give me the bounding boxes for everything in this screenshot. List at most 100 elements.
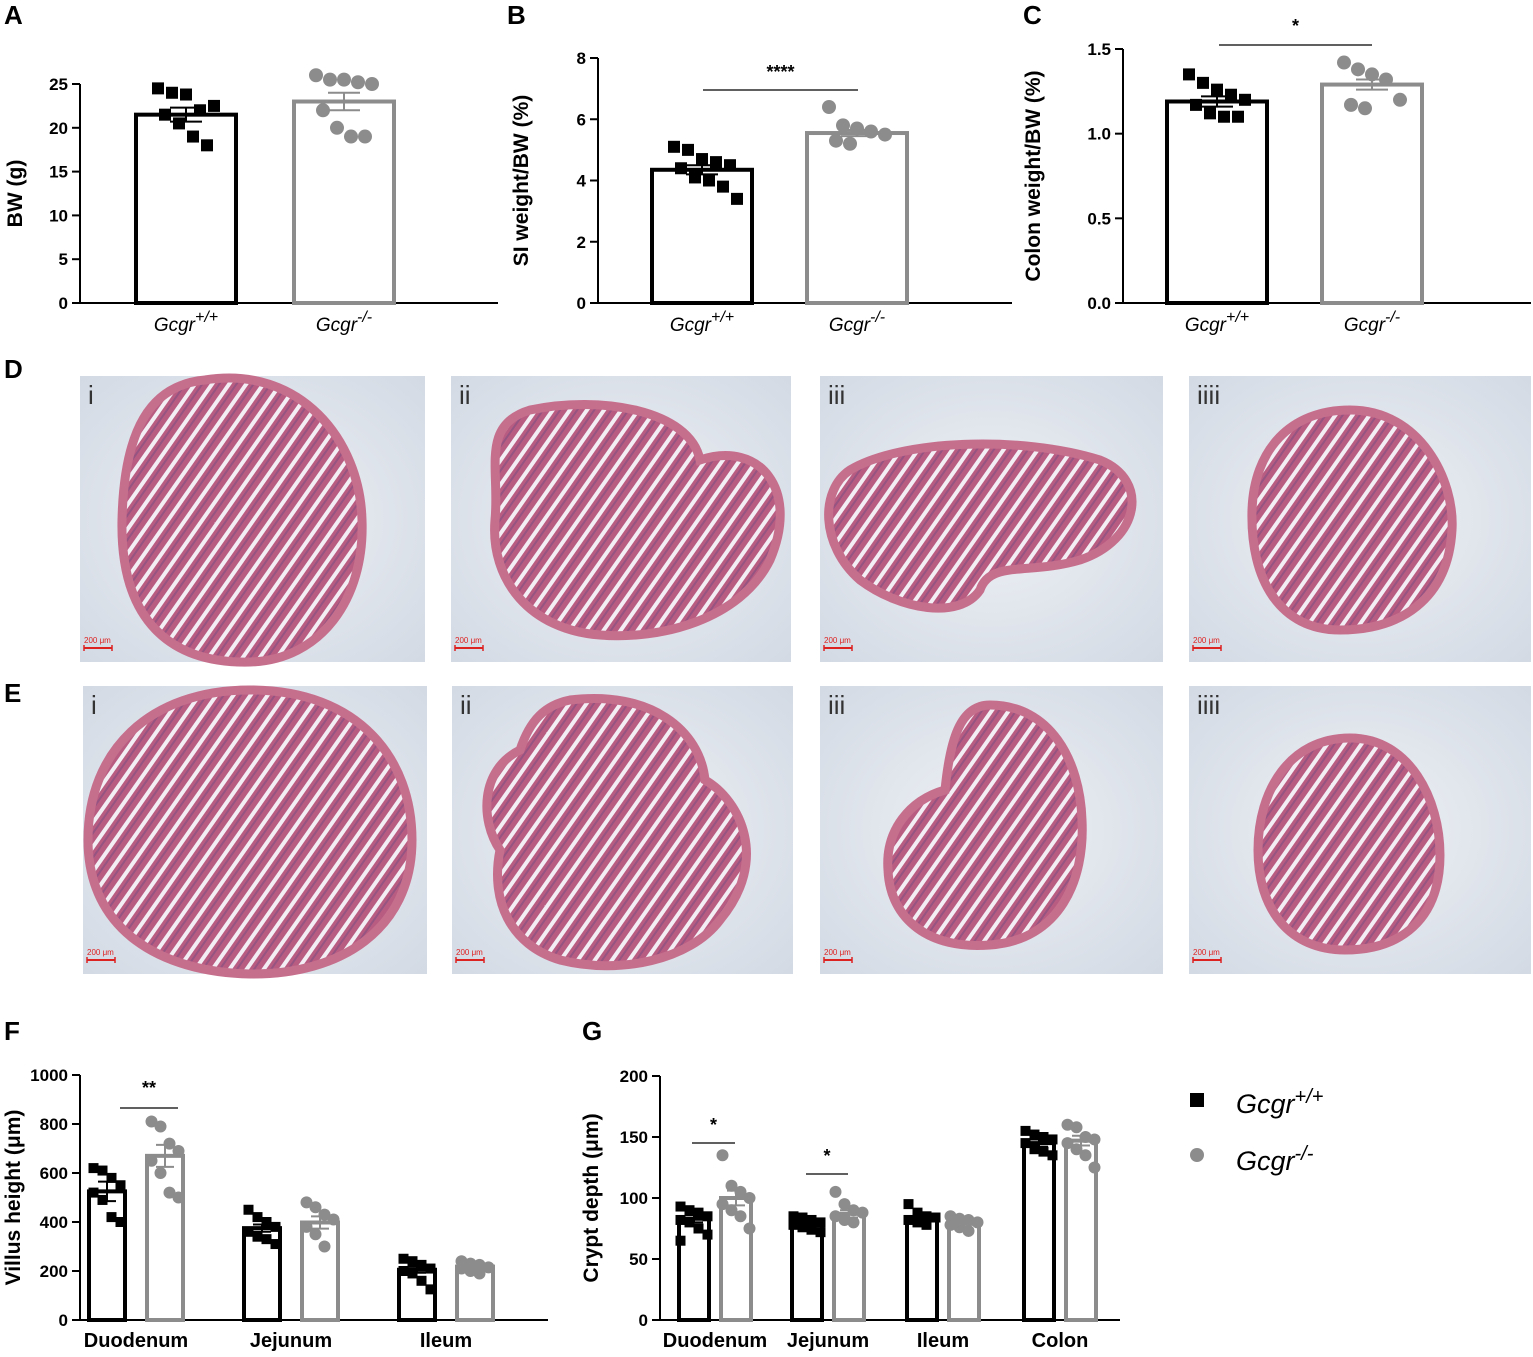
micrograph-label: iiii: [1197, 690, 1220, 720]
data-point-circle: [464, 1265, 477, 1277]
data-point-circle: [163, 1137, 176, 1150]
data-point-circle: [836, 118, 850, 133]
micrograph-panel: iiii 200 μm: [1189, 376, 1531, 662]
data-point-square: [930, 1212, 941, 1223]
data-point-square: [252, 1212, 263, 1223]
y-tick-label: 400: [40, 1213, 68, 1232]
significance-label: *: [710, 1115, 717, 1135]
data-point-square: [682, 143, 694, 156]
micrograph-panel: i 200 μm: [83, 685, 427, 979]
data-point-circle: [455, 1262, 468, 1275]
bar: [1320, 82, 1424, 305]
data-point-circle: [309, 1201, 322, 1214]
micrograph-label: iiii: [1197, 380, 1220, 410]
micrograph-panel: iii 200 μm: [820, 686, 1163, 974]
data-point-circle: [944, 1218, 957, 1231]
data-point-circle: [1061, 1118, 1074, 1131]
data-point-circle: [1070, 1121, 1083, 1134]
data-point-circle: [1088, 1133, 1101, 1146]
data-point-square: [1047, 1150, 1058, 1161]
data-point-square: [88, 1187, 99, 1198]
x-tick-label: Jejunum: [787, 1330, 869, 1352]
panel-letter-d: D: [4, 354, 23, 384]
tissue-section: [1253, 733, 1445, 955]
panel-letter-c: C: [1023, 0, 1042, 30]
data-point-circle: [318, 1240, 331, 1253]
data-point-circle: [829, 133, 843, 148]
x-tick-label: Ileum: [420, 1330, 472, 1352]
data-point-circle: [300, 1220, 313, 1233]
legend-marker-square: [1190, 1093, 1204, 1107]
data-point-square: [710, 156, 722, 169]
data-point-square: [166, 86, 178, 99]
data-point-circle: [473, 1267, 486, 1280]
data-point-square: [806, 1224, 817, 1235]
data-point-square: [97, 1165, 108, 1176]
chart-villus-height: 0 200 400 600 800 1000 Villus height (μm) Duode…: [2, 1066, 548, 1352]
y-tick-label: 0: [59, 1311, 68, 1330]
legend-label-ko: Gcgr-/-: [1236, 1143, 1314, 1176]
bar: [134, 112, 238, 305]
data-point-circle: [154, 1120, 167, 1133]
x-tick-label: Duodenum: [84, 1330, 188, 1352]
y-tick-label: 0: [59, 294, 68, 313]
y-tick-label: 200: [620, 1067, 648, 1086]
micrograph-panel: ii 200 μm: [451, 376, 791, 662]
y-tick-label: 1.0: [1087, 125, 1111, 144]
data-point-circle: [1061, 1137, 1074, 1150]
y-tick-label: 8: [577, 49, 586, 68]
data-point-square: [243, 1226, 254, 1237]
data-point-square: [270, 1239, 281, 1250]
micrograph-row-d: i 200 μm ii 200 μm iii 200 μm iiii 200 μm: [80, 373, 1531, 667]
data-point-circle: [944, 1210, 957, 1223]
data-point-square: [425, 1284, 436, 1295]
data-point-square: [416, 1259, 427, 1270]
x-tick-label: Gcgr-/-: [829, 309, 885, 336]
data-point-circle: [358, 129, 372, 144]
data-point-circle: [316, 103, 330, 118]
y-tick-label: 0.5: [1087, 209, 1111, 228]
scale-bar-label: 200 μm: [1193, 636, 1220, 645]
tissue-section: [883, 700, 1087, 951]
data-point-circle: [309, 1228, 322, 1241]
micrograph-label: iii: [828, 690, 845, 720]
data-point-circle: [1079, 1131, 1092, 1143]
data-point-circle: [822, 100, 836, 114]
data-point-square: [407, 1256, 418, 1267]
data-point-circle: [743, 1192, 756, 1204]
legend: Gcgr+/+ Gcgr-/-: [1190, 1086, 1323, 1176]
data-point-square: [270, 1221, 281, 1232]
data-point-square: [187, 130, 199, 143]
data-point-square: [1047, 1134, 1058, 1145]
data-point-square: [398, 1253, 409, 1264]
tissue-section: [490, 399, 785, 641]
data-point-circle: [734, 1210, 747, 1223]
data-point-circle: [337, 72, 351, 87]
panel-letter-a: A: [4, 0, 23, 30]
chart-si-weight: 0 2 4 6 8 SI weight/BW (%) Gcgr+/+ Gcgr-/- ****: [510, 49, 1012, 336]
data-point-square: [201, 139, 213, 152]
data-point-square: [252, 1231, 263, 1242]
data-point-square: [243, 1204, 254, 1215]
micrograph-panel: ii 200 μm: [452, 686, 793, 974]
panel-letter-e: E: [4, 678, 21, 708]
data-point-circle: [1351, 62, 1365, 77]
y-axis-label: SI weight/BW (%): [510, 95, 533, 267]
data-point-circle: [172, 1144, 185, 1157]
data-point-square: [1183, 68, 1195, 81]
data-point-square: [675, 1214, 686, 1225]
y-tick-label: 4: [577, 172, 587, 191]
panel-letter-b: B: [507, 0, 526, 30]
y-tick-label: 5: [59, 250, 68, 269]
data-point-circle: [351, 75, 365, 90]
data-point-circle: [172, 1191, 185, 1204]
bar: [87, 1189, 127, 1322]
bar: [292, 99, 396, 305]
y-tick-label: 15: [49, 163, 68, 182]
data-point-square: [1190, 98, 1202, 111]
data-point-square: [903, 1214, 914, 1225]
significance-label: ****: [766, 62, 794, 82]
data-point-circle: [829, 1210, 842, 1223]
micrograph-panel: iii 200 μm: [820, 376, 1163, 662]
data-point-square: [703, 174, 715, 187]
